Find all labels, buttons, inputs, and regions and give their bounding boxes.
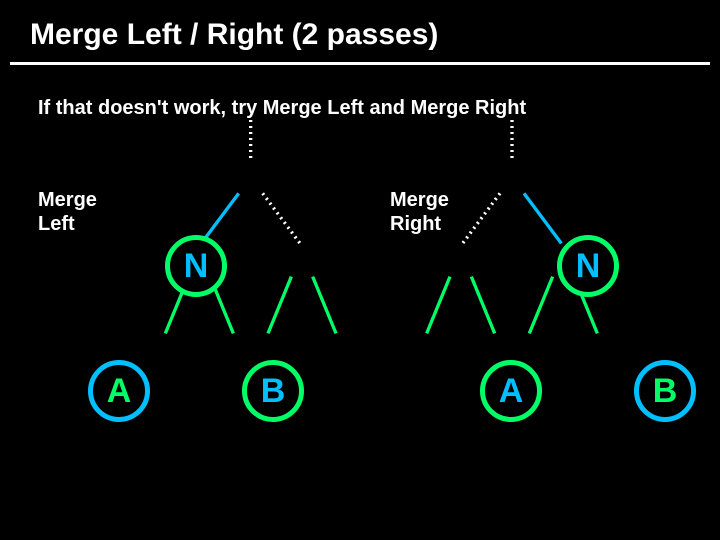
- right-node-A: A: [480, 360, 542, 422]
- left-node-N: N: [165, 235, 227, 297]
- merge-right-label: MergeRight: [390, 188, 449, 236]
- right-node-N: N: [557, 235, 619, 297]
- left-node-B: B: [242, 360, 304, 422]
- left-node-A: A: [88, 360, 150, 422]
- slide-subtitle: If that doesn't work, try Merge Left and…: [0, 65, 720, 120]
- merge-left-label: MergeLeft: [38, 188, 97, 236]
- right-node-B: B: [634, 360, 696, 422]
- slide-title: Merge Left / Right (2 passes): [0, 0, 720, 62]
